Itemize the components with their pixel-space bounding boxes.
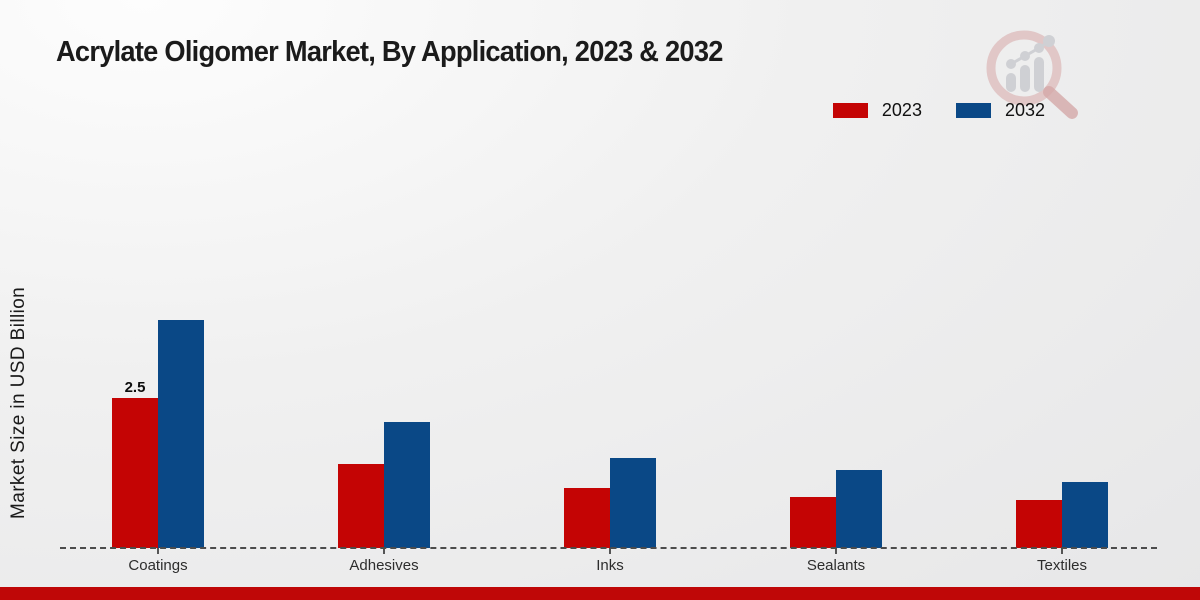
chart-title: Acrylate Oligomer Market, By Application… [56,36,723,68]
bar-2023-textiles [1016,500,1062,548]
bar-2032-sealants [836,470,882,548]
category-label-textiles: Textiles [1036,557,1088,574]
legend-item-2032: 2032 [955,100,1045,121]
category-label-coatings: Coatings [128,557,188,574]
x-axis-tick [383,548,385,554]
bar-group-inks: Inks [564,458,656,574]
x-axis-tick [1061,548,1063,554]
bar-2023-adhesives [338,464,384,548]
bar-group-sealants: Sealants [790,470,882,574]
bar-2032-coatings [158,320,204,548]
category-label-sealants: Sealants [806,557,866,574]
bar-group-textiles: Textiles [1016,482,1108,574]
bottom-red-strip [0,587,1200,600]
bar-2023-coatings: 2.5 [112,379,158,548]
bar-2023-sealants [790,497,836,548]
category-label-adhesives: Adhesives [349,557,419,574]
bar-value-label: 2.5 [124,379,146,396]
y-axis-label: Market Size in USD Billion [8,286,29,519]
legend-label-2023: 2023 [881,100,922,120]
legend-label-2032: 2032 [1004,100,1045,120]
x-axis-tick [609,548,611,554]
bar-2032-textiles [1062,482,1108,548]
bar-2032-inks [610,458,656,548]
legend-swatch-2032 [955,103,991,118]
magnifier-growth-icon [986,30,1078,119]
x-axis-dashed-line [60,547,1157,549]
bar-2032-adhesives [384,422,430,548]
bar-2023-inks [564,488,610,548]
bar-group-adhesives: Adhesives [338,422,430,574]
legend-item-2023: 2023 [832,100,922,121]
legend: 2023 2032 [832,100,1045,121]
x-axis-tick [157,548,159,554]
legend-swatch-2023 [832,103,868,118]
category-label-inks: Inks [596,557,624,574]
plot-area: 2.5 Coatings Adhesives Inks Sealants Textiles [45,0,1175,574]
magnifier-growth-logo [982,28,1084,120]
x-axis-tick [835,548,837,554]
bar-group-coatings: 2.5 Coatings [112,320,204,574]
